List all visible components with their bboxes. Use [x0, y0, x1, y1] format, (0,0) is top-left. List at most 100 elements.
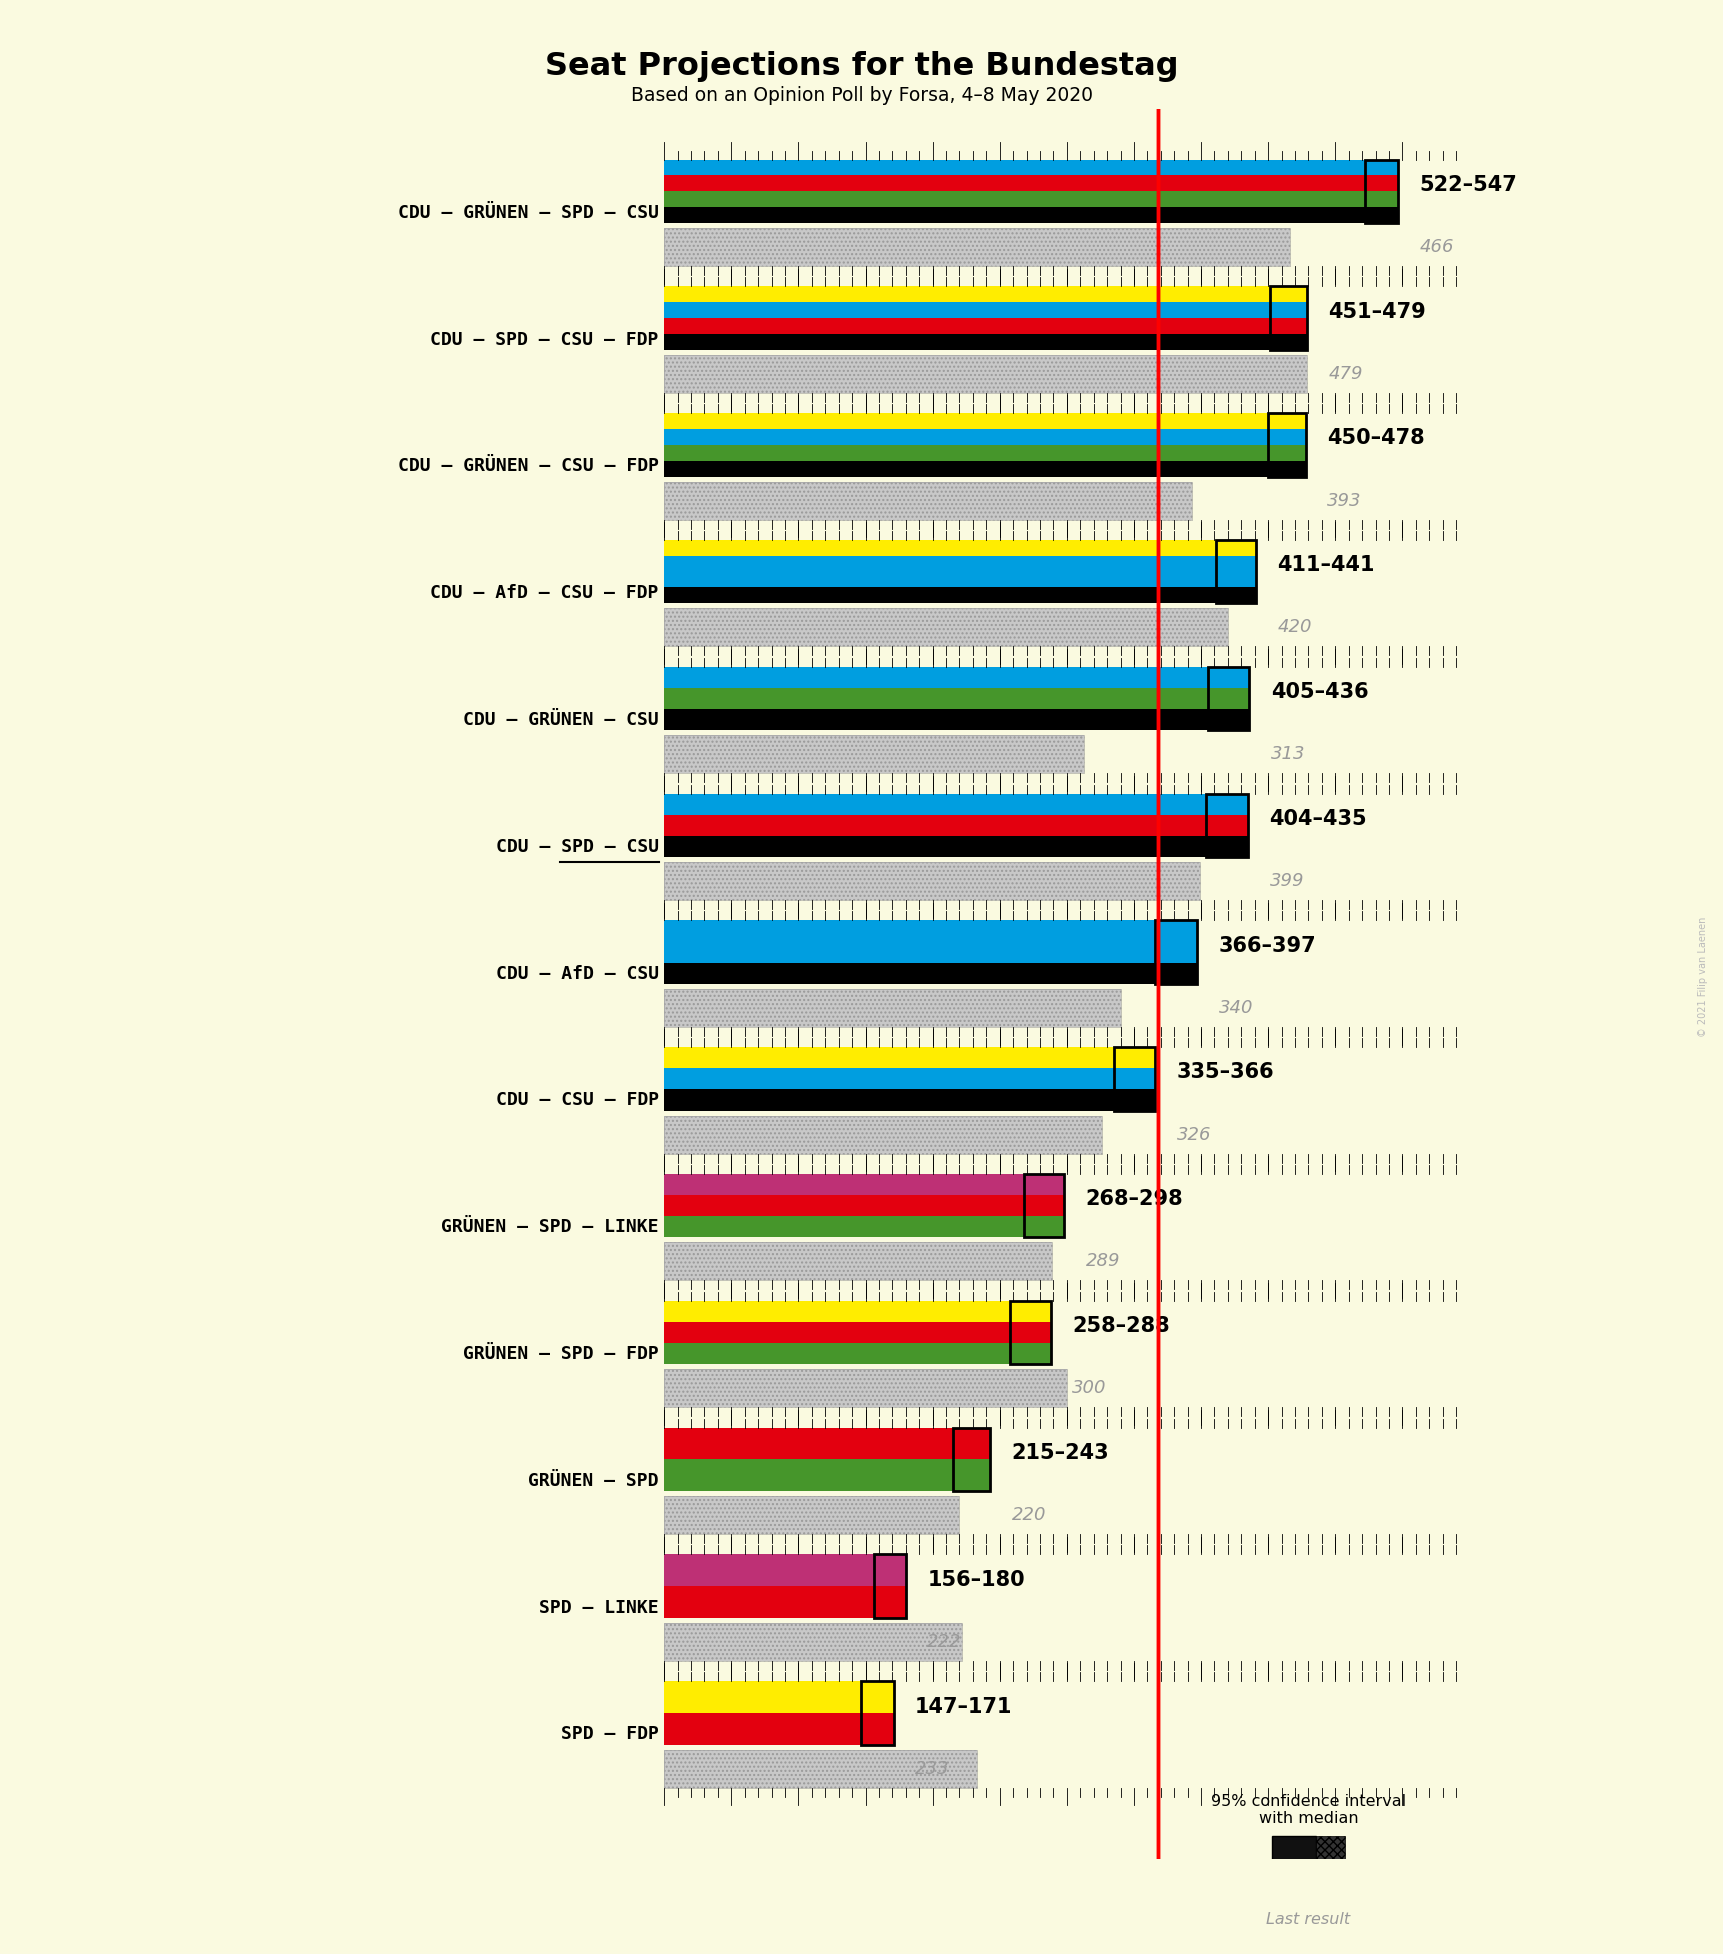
Text: 411–441: 411–441 — [1277, 555, 1375, 574]
Text: CDU – AfD – CSU: CDU – AfD – CSU — [496, 965, 658, 983]
Text: 222: 222 — [927, 1634, 961, 1651]
Text: CDU – SPD – CSU – FDP: CDU – SPD – CSU – FDP — [431, 330, 658, 348]
Bar — [663, 836, 1247, 858]
Bar — [1113, 1047, 1154, 1110]
Bar — [1208, 688, 1249, 709]
Bar — [663, 815, 1247, 836]
Bar — [1023, 1215, 1063, 1237]
Bar — [663, 412, 1304, 430]
Text: 340: 340 — [1218, 998, 1253, 1016]
Bar — [663, 963, 1196, 983]
Text: SPD – FDP: SPD – FDP — [560, 1725, 658, 1743]
Bar — [1206, 793, 1247, 858]
Bar — [862, 1680, 893, 1714]
Bar — [663, 1342, 1049, 1364]
Bar — [663, 1497, 960, 1534]
Bar — [1268, 287, 1306, 303]
Bar — [1365, 191, 1397, 207]
Bar — [663, 539, 1256, 555]
Bar — [663, 229, 1289, 266]
Bar — [1154, 920, 1196, 942]
Bar — [663, 356, 1306, 393]
Bar — [663, 1116, 1101, 1153]
Bar — [1268, 334, 1306, 350]
Bar — [953, 1428, 989, 1491]
Bar — [663, 176, 1397, 191]
Bar — [663, 666, 1249, 688]
Bar — [663, 1428, 989, 1460]
Text: 451–479: 451–479 — [1328, 301, 1425, 322]
Text: 399: 399 — [1268, 871, 1303, 889]
Bar — [663, 1553, 905, 1587]
Text: 479: 479 — [1328, 365, 1363, 383]
Bar — [663, 989, 1120, 1028]
Bar — [663, 1174, 1063, 1196]
Text: 405–436: 405–436 — [1270, 682, 1368, 701]
Text: 466: 466 — [1420, 238, 1454, 256]
Bar — [1268, 430, 1304, 446]
Bar — [663, 1196, 1063, 1215]
Bar — [663, 862, 1199, 901]
Bar — [1272, 1878, 1344, 1901]
Text: 522–547: 522–547 — [1420, 174, 1516, 195]
Bar — [1113, 1090, 1154, 1110]
Bar — [663, 319, 1306, 334]
Text: 313: 313 — [1270, 744, 1304, 764]
Bar — [663, 588, 1256, 604]
Bar — [1215, 539, 1256, 555]
Text: 220: 220 — [1011, 1507, 1046, 1524]
Bar — [1010, 1342, 1049, 1364]
Bar — [663, 287, 1306, 303]
Bar — [663, 920, 1196, 942]
Text: GRÜNEN – SPD – FDP: GRÜNEN – SPD – FDP — [463, 1344, 658, 1364]
Bar — [1272, 1837, 1315, 1864]
Bar — [663, 1370, 1067, 1407]
Bar — [1023, 1196, 1063, 1215]
Bar — [1208, 666, 1249, 688]
Bar — [663, 303, 1306, 319]
Text: 215–243: 215–243 — [1011, 1442, 1110, 1464]
Bar — [1268, 446, 1304, 461]
Bar — [663, 942, 1196, 963]
Bar — [874, 1553, 905, 1587]
Bar — [663, 1370, 1067, 1407]
Bar — [1208, 709, 1249, 731]
Text: CDU – GRÜNEN – SPD – CSU: CDU – GRÜNEN – SPD – CSU — [398, 203, 658, 221]
Bar — [663, 862, 1199, 901]
Bar — [1215, 588, 1256, 604]
Text: GRÜNEN – SPD – LINKE: GRÜNEN – SPD – LINKE — [441, 1217, 658, 1237]
Bar — [663, 481, 1191, 520]
Bar — [1268, 461, 1304, 477]
Text: 450–478: 450–478 — [1327, 428, 1423, 449]
Bar — [663, 207, 1397, 223]
Bar — [663, 1624, 961, 1661]
Bar — [663, 1497, 960, 1534]
Text: CDU – GRÜNEN – CSU – FDP: CDU – GRÜNEN – CSU – FDP — [398, 457, 658, 475]
Bar — [663, 735, 1084, 774]
Text: 326: 326 — [1177, 1126, 1211, 1143]
Bar — [663, 1749, 977, 1788]
Bar — [1215, 539, 1256, 604]
Bar — [1206, 836, 1247, 858]
Text: 366–397: 366–397 — [1218, 936, 1315, 956]
Bar — [862, 1680, 893, 1745]
Bar — [663, 1047, 1154, 1069]
Bar — [663, 1301, 1049, 1321]
Bar — [663, 481, 1191, 520]
Bar — [1268, 303, 1306, 319]
Bar — [663, 1587, 905, 1618]
Text: Seat Projections for the Bundestag: Seat Projections for the Bundestag — [544, 51, 1179, 82]
Bar — [663, 555, 1256, 573]
Text: CDU – CSU – FDP: CDU – CSU – FDP — [496, 1092, 658, 1110]
Bar — [1206, 793, 1247, 815]
Bar — [1215, 555, 1256, 573]
Bar — [1365, 160, 1397, 223]
Bar — [1154, 942, 1196, 963]
Bar — [663, 573, 1256, 588]
Text: GRÜNEN – SPD: GRÜNEN – SPD — [527, 1471, 658, 1489]
Bar — [663, 334, 1306, 350]
Text: CDU – SPD – CSU: CDU – SPD – CSU — [496, 838, 658, 856]
Bar — [1154, 963, 1196, 983]
Bar — [1010, 1321, 1049, 1342]
Bar — [663, 1321, 1049, 1342]
